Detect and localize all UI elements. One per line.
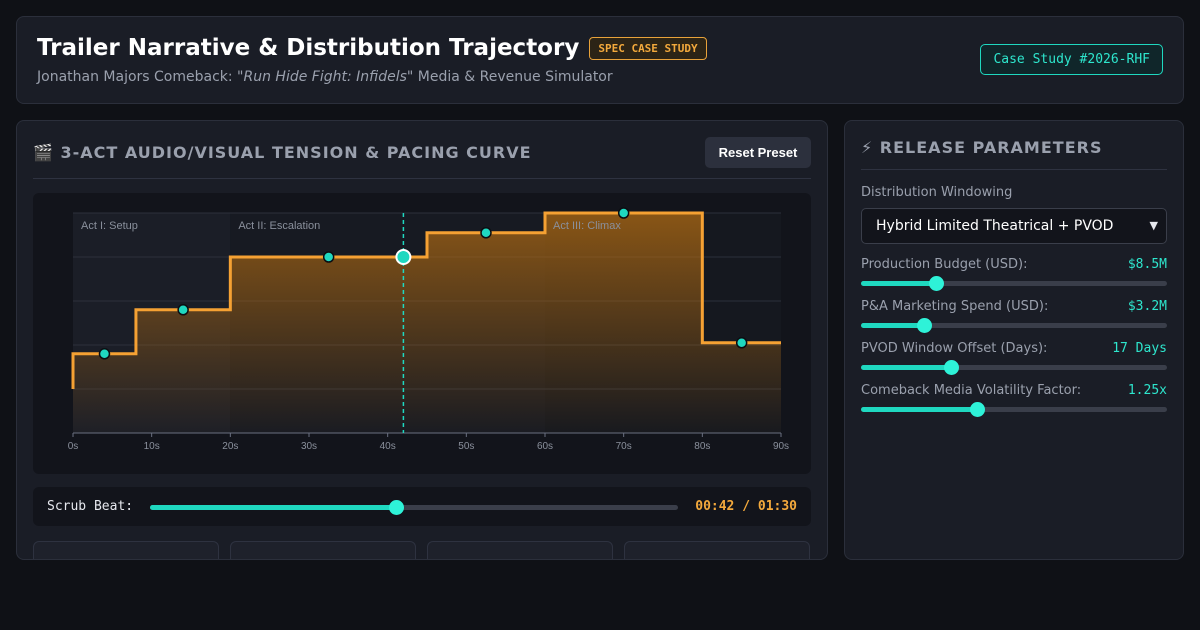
beat-point[interactable] bbox=[480, 227, 492, 239]
beat-point[interactable] bbox=[322, 251, 335, 263]
tension-step-line bbox=[71, 211, 781, 389]
scrub-slider-fill bbox=[150, 505, 397, 510]
subtitle-prefix: Jonathan Majors Comeback: " bbox=[37, 69, 244, 85]
playhead-marker[interactable] bbox=[395, 249, 412, 265]
scrub-label: Scrub Beat: bbox=[47, 499, 134, 514]
x-tick-label: 50s bbox=[458, 441, 474, 452]
param-slider-fill bbox=[861, 407, 978, 412]
reset-preset-button[interactable]: Reset Preset bbox=[705, 137, 811, 168]
pacing-panel-header: 🎬 3-ACT AUDIO/VISUAL TENSION & PACING CU… bbox=[33, 137, 811, 179]
act-label: Act II: Escalation bbox=[238, 220, 320, 232]
page-subtitle: Jonathan Majors Comeback: "Run Hide Figh… bbox=[37, 69, 613, 85]
tension-area bbox=[73, 213, 781, 433]
param-label: Production Budget (USD): bbox=[861, 257, 1028, 272]
x-tick-label: 20s bbox=[222, 441, 238, 452]
metric-card bbox=[427, 541, 613, 559]
param-slider-fill bbox=[861, 281, 936, 286]
param-label: P&A Marketing Spend (USD): bbox=[861, 299, 1049, 314]
metric-card bbox=[624, 541, 810, 559]
scrub-time-readout: 00:42 / 01:30 bbox=[695, 499, 797, 514]
beat-point[interactable] bbox=[177, 304, 189, 316]
x-tick-label: 10s bbox=[144, 441, 160, 452]
param-value: 1.25x bbox=[1127, 383, 1167, 398]
param-label: PVOD Window Offset (Days): bbox=[861, 341, 1048, 356]
param-slider[interactable] bbox=[861, 360, 1167, 375]
subtitle-film-title: Run Hide Fight: Infidels bbox=[243, 69, 407, 85]
act-label: Act III: Climax bbox=[553, 220, 621, 232]
param-slider-thumb[interactable] bbox=[970, 402, 986, 417]
x-tick-label: 30s bbox=[301, 441, 317, 452]
header-panel: Trailer Narrative & Distribution Traject… bbox=[16, 16, 1184, 104]
x-tick-label: 0s bbox=[68, 441, 79, 452]
divider bbox=[861, 169, 1167, 170]
param-slider[interactable] bbox=[861, 318, 1167, 333]
tension-chart-svg[interactable]: 0s 10s 20s 30s 40s 50s 60s 70s 80s 90s Act I: Set… bbox=[33, 193, 811, 474]
beat-point[interactable] bbox=[735, 337, 748, 349]
beat-point[interactable] bbox=[617, 207, 630, 219]
x-tick-label: 80s bbox=[694, 441, 710, 452]
pacing-panel-title: 🎬 3-ACT AUDIO/VISUAL TENSION & PACING CU… bbox=[33, 143, 532, 162]
pacing-panel: 🎬 3-ACT AUDIO/VISUAL TENSION & PACING CU… bbox=[16, 120, 828, 560]
param-value: $3.2M bbox=[1127, 299, 1167, 314]
release-parameters-title: ⚡ RELEASE PARAMETERS bbox=[861, 138, 1103, 157]
param-slider-thumb[interactable] bbox=[916, 318, 932, 333]
x-tick-label: 40s bbox=[380, 441, 396, 452]
param-slider-thumb[interactable] bbox=[944, 360, 960, 375]
param-slider-thumb[interactable] bbox=[928, 276, 944, 291]
tension-chart: 0s 10s 20s 30s 40s 50s 60s 70s 80s 90s Act I: Set… bbox=[33, 193, 811, 474]
x-tick-label: 60s bbox=[537, 441, 553, 452]
param-slider-fill bbox=[861, 365, 952, 370]
param-value: 17 Days bbox=[1112, 341, 1167, 356]
param-value: $8.5M bbox=[1127, 257, 1167, 272]
release-parameters-panel: ⚡ RELEASE PARAMETERS Distribution Window… bbox=[844, 120, 1184, 560]
param-slider-fill bbox=[861, 323, 924, 328]
distribution-window-label: Distribution Windowing bbox=[861, 185, 1013, 200]
scrub-slider-thumb[interactable] bbox=[389, 500, 405, 515]
case-study-badge: Case Study #2026-RHF bbox=[980, 44, 1163, 75]
page-title: Trailer Narrative & Distribution Traject… bbox=[37, 35, 580, 61]
x-tick-label: 70s bbox=[616, 441, 632, 452]
act-label: Act I: Setup bbox=[81, 220, 138, 232]
param-label: Comeback Media Volatility Factor: bbox=[861, 383, 1082, 398]
distribution-window-select[interactable]: Hybrid Limited Theatrical + PVOD ▼ bbox=[861, 208, 1167, 244]
beat-point[interactable] bbox=[98, 348, 111, 360]
param-slider[interactable] bbox=[861, 402, 1167, 417]
metric-card bbox=[230, 541, 416, 559]
spec-badge: SPEC CASE STUDY bbox=[589, 36, 707, 60]
distribution-window-value: Hybrid Limited Theatrical + PVOD bbox=[876, 218, 1114, 234]
metric-card bbox=[33, 541, 219, 559]
scrub-slider[interactable] bbox=[150, 500, 678, 515]
param-slider[interactable] bbox=[861, 276, 1167, 291]
subtitle-suffix: " Media & Revenue Simulator bbox=[406, 69, 613, 85]
chevron-down-icon: ▼ bbox=[1149, 219, 1158, 232]
title-row: Trailer Narrative & Distribution Traject… bbox=[37, 35, 707, 61]
x-tick-label: 90s bbox=[773, 441, 789, 452]
scrub-bar: Scrub Beat: 00:42 / 01:30 bbox=[33, 487, 811, 526]
